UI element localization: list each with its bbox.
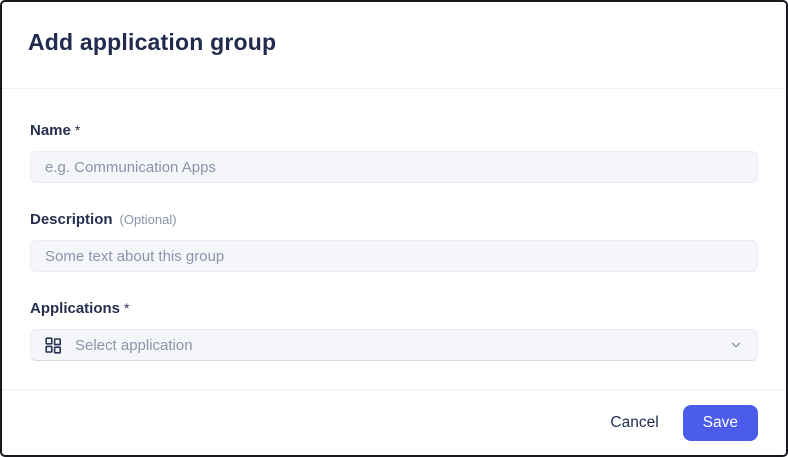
save-button[interactable]: Save: [682, 404, 758, 441]
name-label-text: Name: [30, 122, 71, 139]
required-asterisk: *: [74, 122, 81, 138]
cancel-button[interactable]: Cancel: [594, 406, 674, 440]
required-asterisk: *: [124, 300, 130, 316]
optional-note: (Optional): [119, 212, 177, 227]
page-title: Add application group: [28, 29, 277, 55]
description-field-group: Description (Optional): [30, 211, 758, 272]
applications-label: Applications *: [30, 300, 758, 317]
dialog-footer: Cancel Save: [2, 389, 786, 455]
description-input[interactable]: [30, 240, 758, 272]
dialog-body: Name * Description (Optional) Applicatio…: [2, 89, 786, 389]
name-label: Name *: [30, 122, 758, 139]
select-placeholder-text: Select application: [75, 336, 193, 354]
name-input[interactable]: [30, 151, 758, 183]
grid-icon: [45, 336, 62, 354]
description-label-text: Description: [30, 211, 113, 228]
dialog-header: Add application group: [2, 2, 786, 89]
name-field-group: Name *: [30, 122, 758, 183]
applications-select[interactable]: Select application: [30, 329, 758, 361]
description-label: Description (Optional): [30, 211, 758, 228]
applications-field-group: Applications * Select application: [30, 300, 758, 361]
applications-label-text: Applications: [30, 300, 121, 317]
chevron-down-icon: [729, 338, 743, 352]
